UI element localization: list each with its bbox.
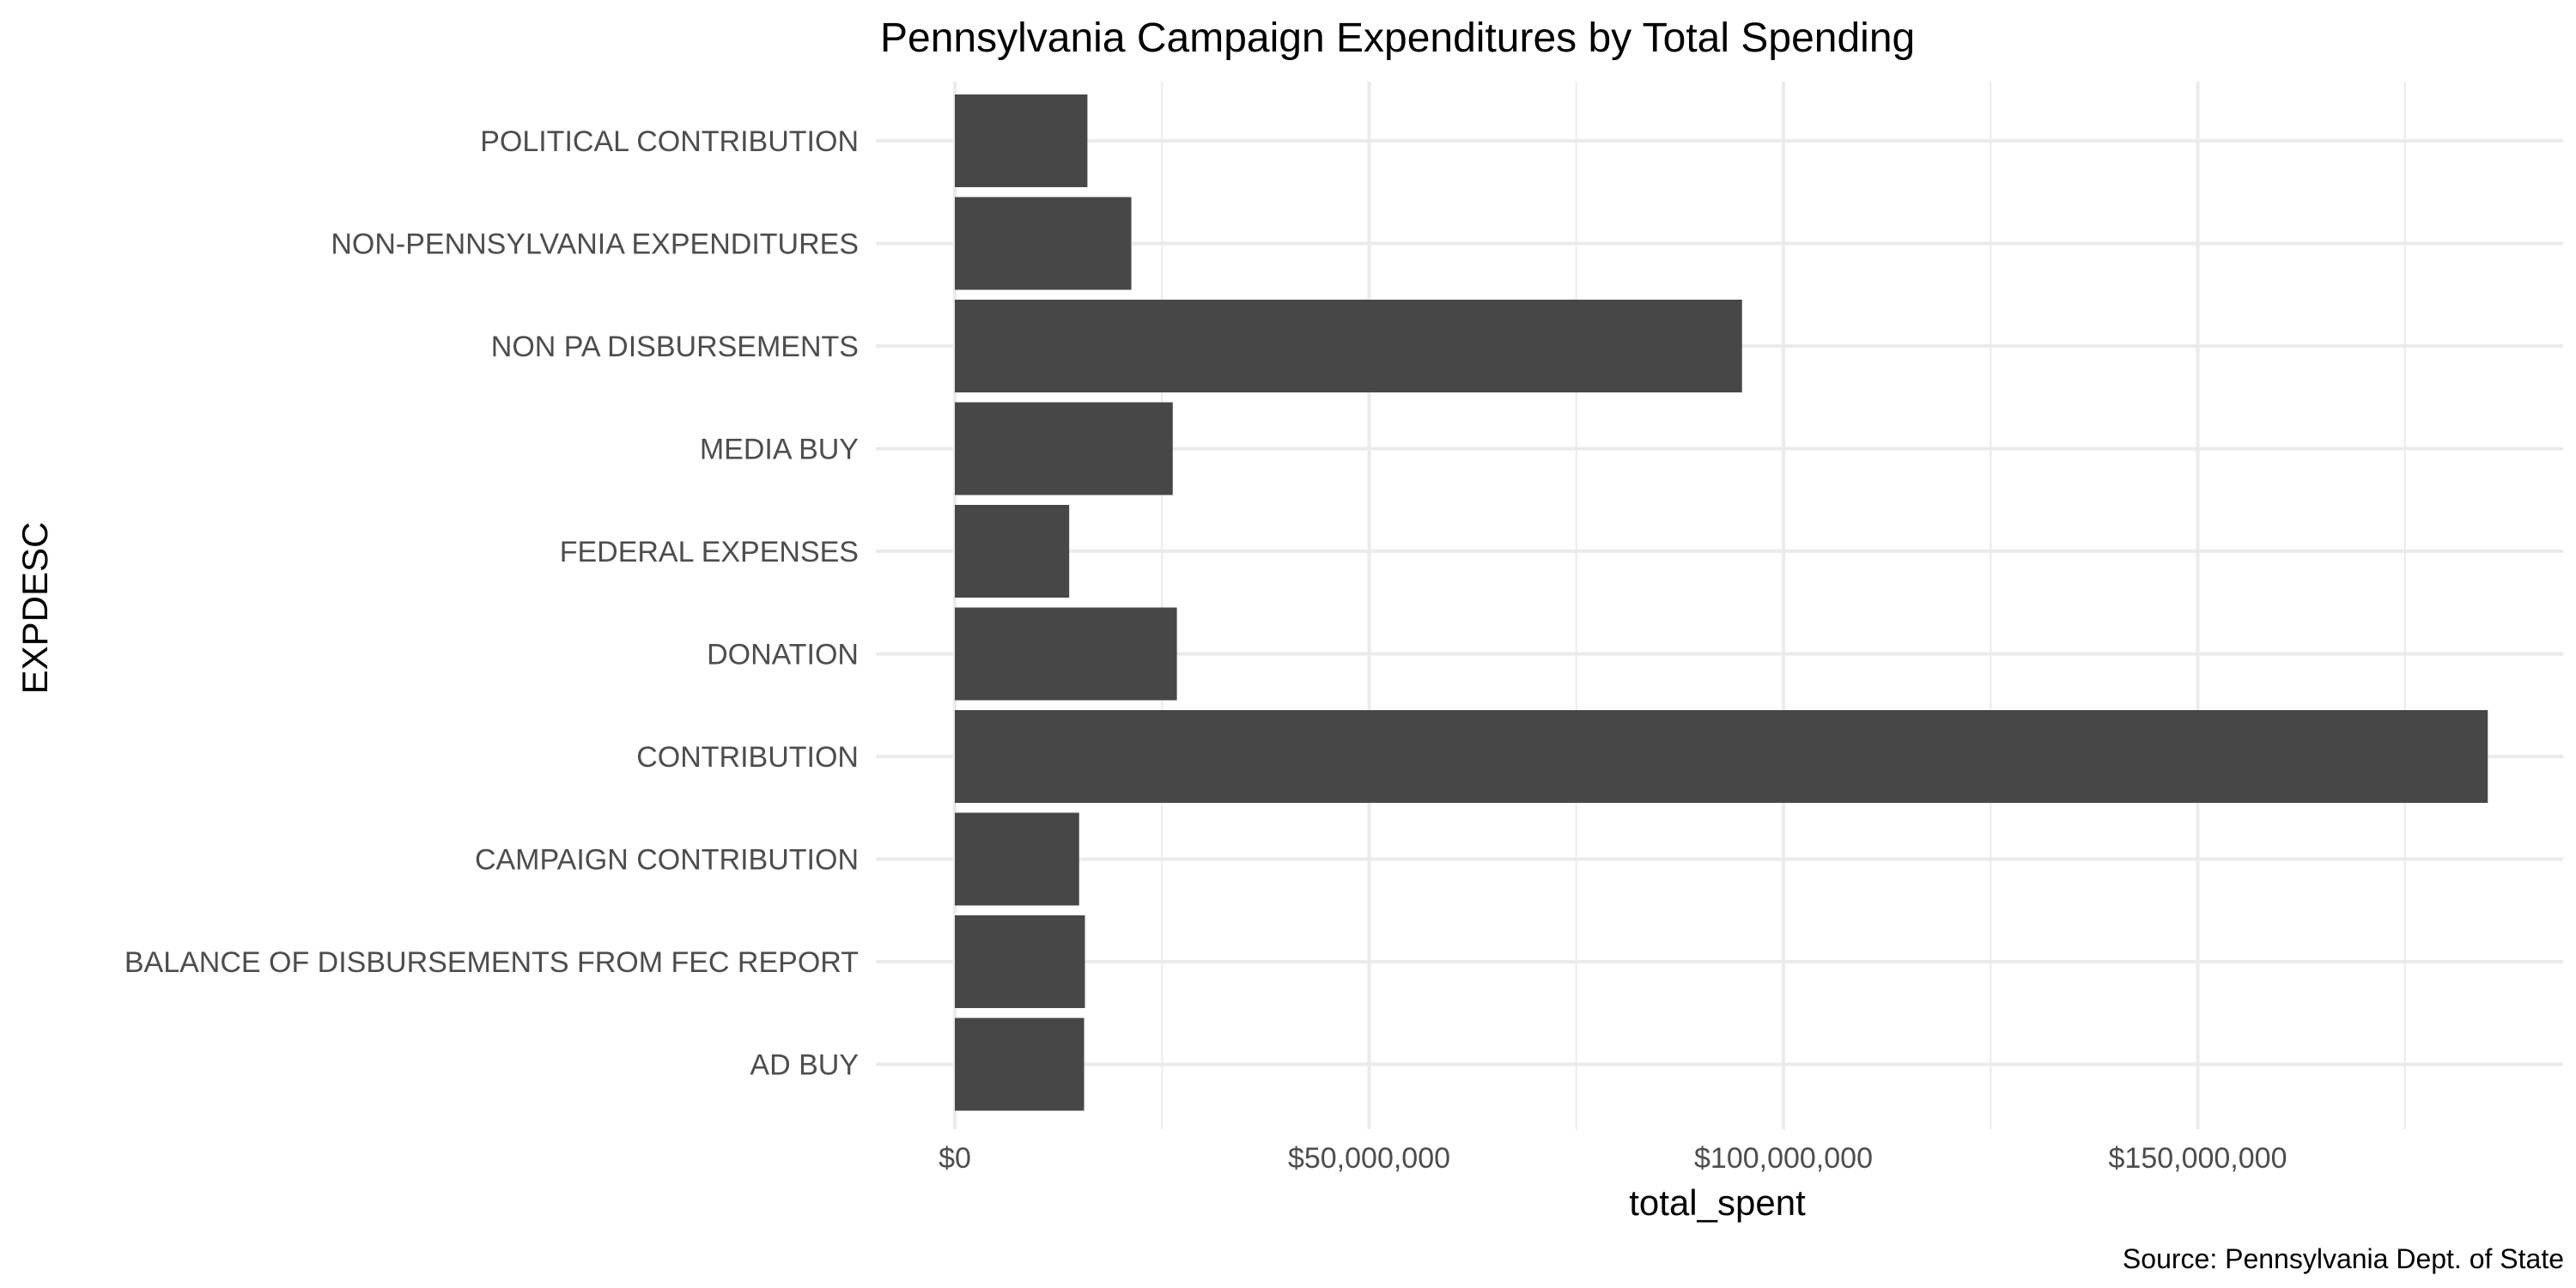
y-tick-label: CONTRIBUTION (636, 741, 859, 774)
y-tick-labels: AD BUY BALANCE OF DISBURSEMENTS FROM FEC … (125, 125, 859, 1082)
bar-campaign-contribution (955, 812, 1079, 906)
x-tick-label: $50,000,000 (1288, 1142, 1450, 1175)
bar-balance-of-disbursements-from-fec-report (955, 915, 1085, 1008)
bar-donation (955, 607, 1177, 701)
chart-title: Pennsylvania Campaign Expenditures by To… (880, 15, 1915, 61)
bar-media-buy (955, 402, 1173, 495)
x-tick-labels: $0 $50,000,000 $100,000,000 $150,000,000 (939, 1142, 2287, 1175)
x-tick-label: $100,000,000 (1694, 1142, 1873, 1175)
bar-ad-buy (955, 1018, 1084, 1111)
bars (955, 94, 2488, 1111)
y-tick-label: DONATION (707, 639, 859, 671)
y-tick-label: FEDERAL EXPENSES (560, 536, 859, 568)
bar-non-pa-disbursements (955, 300, 1742, 392)
y-tick-label: NON PA DISBURSEMENTS (491, 331, 859, 363)
y-tick-label: AD BUY (750, 1049, 859, 1082)
bar-non-pennsylvania-expenditures (955, 197, 1132, 290)
x-axis-title: total_spent (1629, 1182, 1806, 1223)
y-tick-label: MEDIA BUY (700, 434, 859, 466)
y-tick-label: CAMPAIGN CONTRIBUTION (475, 844, 859, 877)
y-tick-label: BALANCE OF DISBURSEMENTS FROM FEC REPORT (125, 946, 859, 979)
bar-federal-expenses (955, 505, 1070, 598)
source-caption: Source: Pennsylvania Dept. of State (2123, 1243, 2564, 1274)
bar-political-contribution (955, 94, 1088, 187)
x-tick-label: $150,000,000 (2109, 1142, 2287, 1175)
x-tick-label: $0 (939, 1142, 971, 1175)
y-tick-label: NON-PENNSYLVANIA EXPENDITURES (331, 228, 859, 261)
bar-contribution (955, 710, 2488, 803)
y-tick-label: POLITICAL CONTRIBUTION (480, 125, 859, 158)
y-axis-title: EXPDESC (15, 522, 55, 695)
